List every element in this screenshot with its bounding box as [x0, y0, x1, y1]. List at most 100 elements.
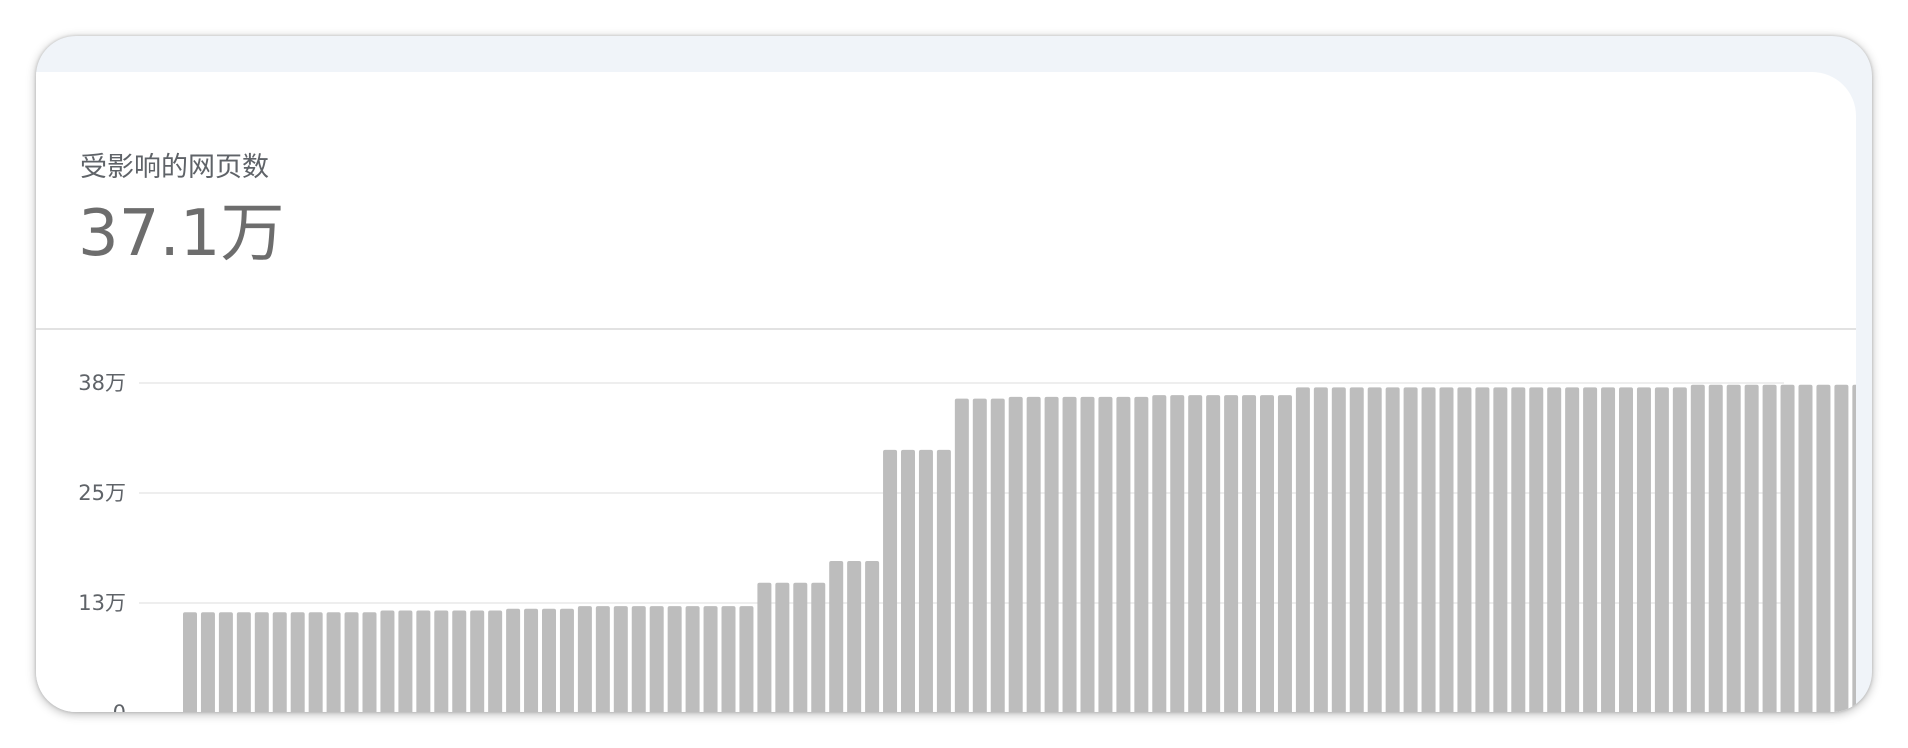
- bar: [1690, 384, 1705, 712]
- bar: [1080, 396, 1095, 712]
- metric-label: 受影响的网页数: [80, 152, 269, 183]
- bar: [1547, 387, 1562, 712]
- bar: [326, 612, 341, 712]
- bar: [1385, 387, 1400, 712]
- y-tick-label: 0: [113, 701, 126, 712]
- bar: [990, 398, 1005, 712]
- bar: [1260, 395, 1274, 712]
- bar: [344, 612, 359, 712]
- y-tick-label: 13万: [78, 591, 126, 615]
- bar: [308, 612, 323, 712]
- bar: [1134, 396, 1149, 712]
- bar: [1098, 396, 1113, 712]
- bar: [362, 612, 377, 712]
- bar: [1654, 387, 1669, 712]
- bar: [631, 606, 646, 712]
- bar: [954, 398, 969, 712]
- bar: [1636, 387, 1651, 712]
- bar: [452, 610, 467, 712]
- bar: [901, 449, 915, 712]
- bar: [236, 612, 251, 712]
- bar: [1726, 384, 1741, 712]
- bar: [1170, 395, 1185, 712]
- bar: [1188, 395, 1203, 712]
- bar: [1529, 387, 1544, 712]
- bar: [1762, 384, 1777, 712]
- bar: [1583, 387, 1598, 712]
- bar: [272, 612, 287, 712]
- bar: [1349, 387, 1364, 712]
- report-card: 受影响的网页数 37.1万 013万25万38万2025/1/192025/1/…: [36, 36, 1872, 712]
- bar: [1403, 387, 1418, 712]
- bar: [506, 608, 521, 712]
- affected-pages-bar-chart: 013万25万38万2025/1/192025/1/302025/2/32025…: [78, 371, 1856, 712]
- bar: [829, 561, 844, 712]
- bar: [1816, 384, 1831, 712]
- bar: [595, 606, 610, 712]
- bar: [1744, 384, 1759, 712]
- bar: [1672, 387, 1687, 712]
- bar: [559, 608, 574, 712]
- bar: [1475, 387, 1490, 712]
- bar: [1601, 387, 1616, 712]
- bar: [1511, 387, 1526, 712]
- bar: [613, 606, 628, 712]
- bar: [1493, 387, 1508, 712]
- bar: [416, 610, 431, 712]
- bar: [1708, 384, 1723, 712]
- bar: [1116, 396, 1131, 712]
- bar: [1798, 384, 1813, 712]
- bar: [1242, 395, 1257, 712]
- bar: [183, 612, 197, 712]
- bar: [290, 612, 305, 712]
- bar: [865, 561, 880, 712]
- bar: [254, 612, 269, 712]
- bar: [470, 610, 485, 712]
- bar: [847, 561, 862, 712]
- bar: [883, 449, 898, 712]
- bar: [811, 582, 826, 712]
- bar: [1206, 395, 1221, 712]
- bar: [1152, 395, 1167, 712]
- bar: [1331, 387, 1346, 712]
- bar: [542, 608, 556, 712]
- bar: [524, 608, 539, 712]
- bar: [200, 612, 215, 712]
- y-tick-label: 38万: [78, 371, 126, 395]
- bar: [1852, 384, 1856, 712]
- bar: [1457, 387, 1472, 712]
- metric-value: 37.1万: [78, 197, 285, 271]
- bar: [1224, 395, 1239, 712]
- bar: [380, 610, 395, 712]
- bar: [1421, 387, 1436, 712]
- bar: [398, 610, 413, 712]
- bar: [703, 606, 718, 712]
- bar: [757, 582, 772, 712]
- bar: [667, 606, 682, 712]
- bar: [1439, 387, 1454, 712]
- bar: [1565, 387, 1580, 712]
- bar: [775, 582, 790, 712]
- bar: [1277, 395, 1292, 712]
- bar: [434, 610, 449, 712]
- bar: [1619, 387, 1633, 712]
- bar: [721, 606, 736, 712]
- bar: [488, 610, 503, 712]
- bar: [1780, 384, 1795, 712]
- bar: [649, 606, 664, 712]
- bar: [793, 582, 808, 712]
- y-tick-label: 25万: [78, 481, 126, 505]
- bar: [1062, 396, 1077, 712]
- bar: [685, 606, 700, 712]
- bar: [1367, 387, 1382, 712]
- report-card-body: 受影响的网页数 37.1万 013万25万38万2025/1/192025/1/…: [36, 72, 1856, 712]
- bar: [1008, 396, 1023, 712]
- bar: [1044, 396, 1059, 712]
- bar: [739, 606, 754, 712]
- bar: [1026, 396, 1041, 712]
- bar: [918, 449, 933, 712]
- bar: [972, 398, 987, 712]
- bar: [1295, 387, 1310, 712]
- bar: [936, 449, 951, 712]
- bar: [218, 612, 233, 712]
